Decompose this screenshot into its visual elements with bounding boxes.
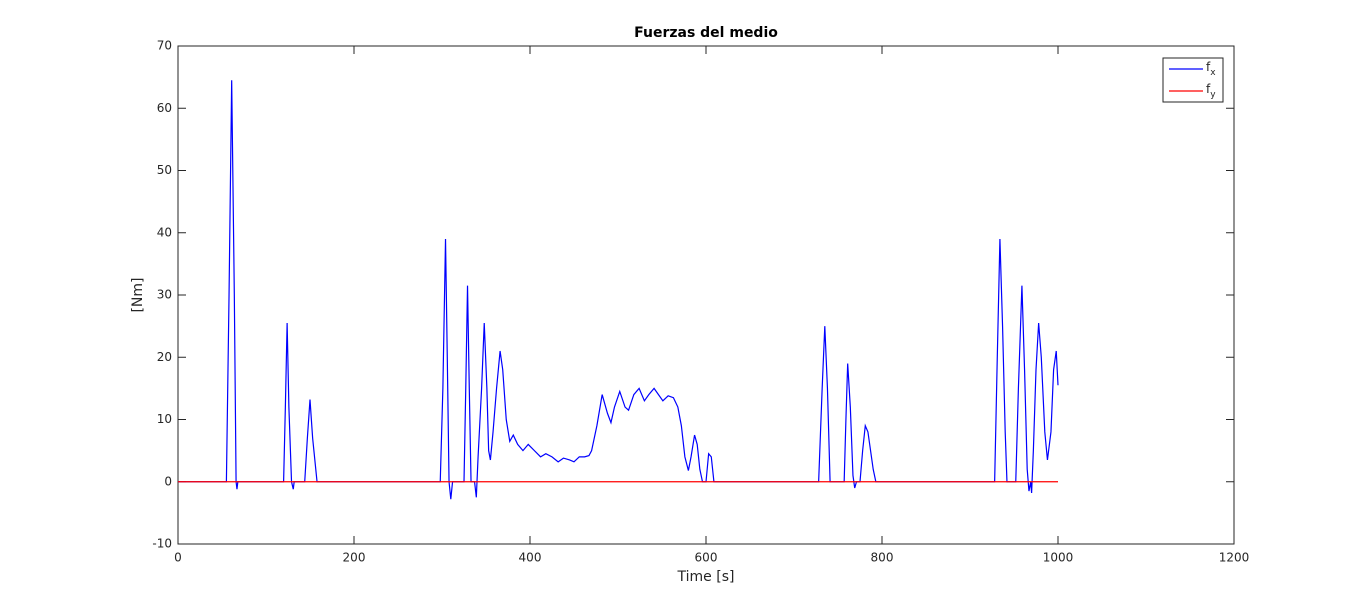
data-line	[178, 80, 1059, 500]
legend-box	[1162, 57, 1224, 103]
y-tick-label: 60	[157, 101, 172, 115]
y-tick-label: 30	[157, 288, 172, 302]
x-tick-label: 0	[174, 551, 182, 565]
x-tick-label: 1200	[1219, 551, 1250, 565]
y-tick-label: -10	[152, 537, 172, 551]
legend-label: fy	[1206, 82, 1216, 100]
y-tick-label: 10	[157, 412, 172, 426]
legend-label: fx	[1206, 60, 1216, 78]
x-tick-label: 1000	[1043, 551, 1074, 565]
y-axis-label: [Nm]	[130, 277, 146, 312]
y-tick-label: 0	[164, 474, 172, 488]
y-tick-label: 20	[157, 350, 172, 364]
y-tick-label: 40	[157, 225, 172, 239]
x-axis-label: Time [s]	[677, 569, 735, 585]
y-tick-label: 50	[157, 163, 172, 177]
y-tick-label: 70	[157, 39, 172, 53]
x-tick-label: 200	[343, 551, 366, 565]
chart-title: Fuerzas del medio	[634, 25, 778, 41]
x-tick-label: 400	[519, 551, 542, 565]
x-tick-label: 800	[871, 551, 894, 565]
x-tick-label: 600	[695, 551, 718, 565]
